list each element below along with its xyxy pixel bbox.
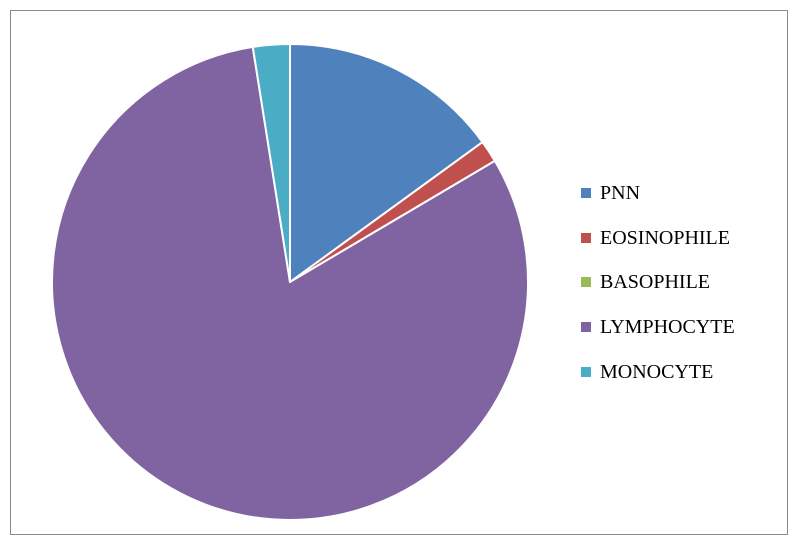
legend-item-pnn: PNN: [581, 182, 640, 204]
legend-swatch-lymphocyte: [581, 322, 591, 332]
legend-item-basophile: BASOPHILE: [581, 271, 710, 293]
legend-label-eosinophile: EOSINOPHILE: [600, 227, 730, 249]
chart-legend: PNN EOSINOPHILE BASOPHILE LYMPHOCYTE MON…: [581, 182, 735, 383]
legend-label-monocyte: MONOCYTE: [600, 361, 713, 383]
pie-chart: PNN EOSINOPHILE BASOPHILE LYMPHOCYTE MON…: [51, 43, 735, 521]
legend-label-basophile: BASOPHILE: [600, 271, 710, 293]
pie-slices: [51, 43, 530, 521]
legend-swatch-monocyte: [581, 367, 591, 377]
legend-item-lymphocyte: LYMPHOCYTE: [581, 316, 735, 338]
pie-slice-lymphocyte: [51, 45, 530, 521]
legend-item-monocyte: MONOCYTE: [581, 361, 713, 383]
chart-area: PNN EOSINOPHILE BASOPHILE LYMPHOCYTE MON…: [10, 10, 788, 535]
pie-slice-pnn: [289, 43, 484, 283]
legend-label-lymphocyte: LYMPHOCYTE: [600, 316, 735, 338]
legend-item-eosinophile: EOSINOPHILE: [581, 227, 730, 249]
legend-swatch-eosinophile: [581, 233, 591, 243]
legend-label-pnn: PNN: [600, 182, 640, 204]
pie-slice-monocyte: [251, 43, 291, 283]
legend-swatch-pnn: [581, 188, 591, 198]
legend-swatch-basophile: [581, 277, 591, 287]
